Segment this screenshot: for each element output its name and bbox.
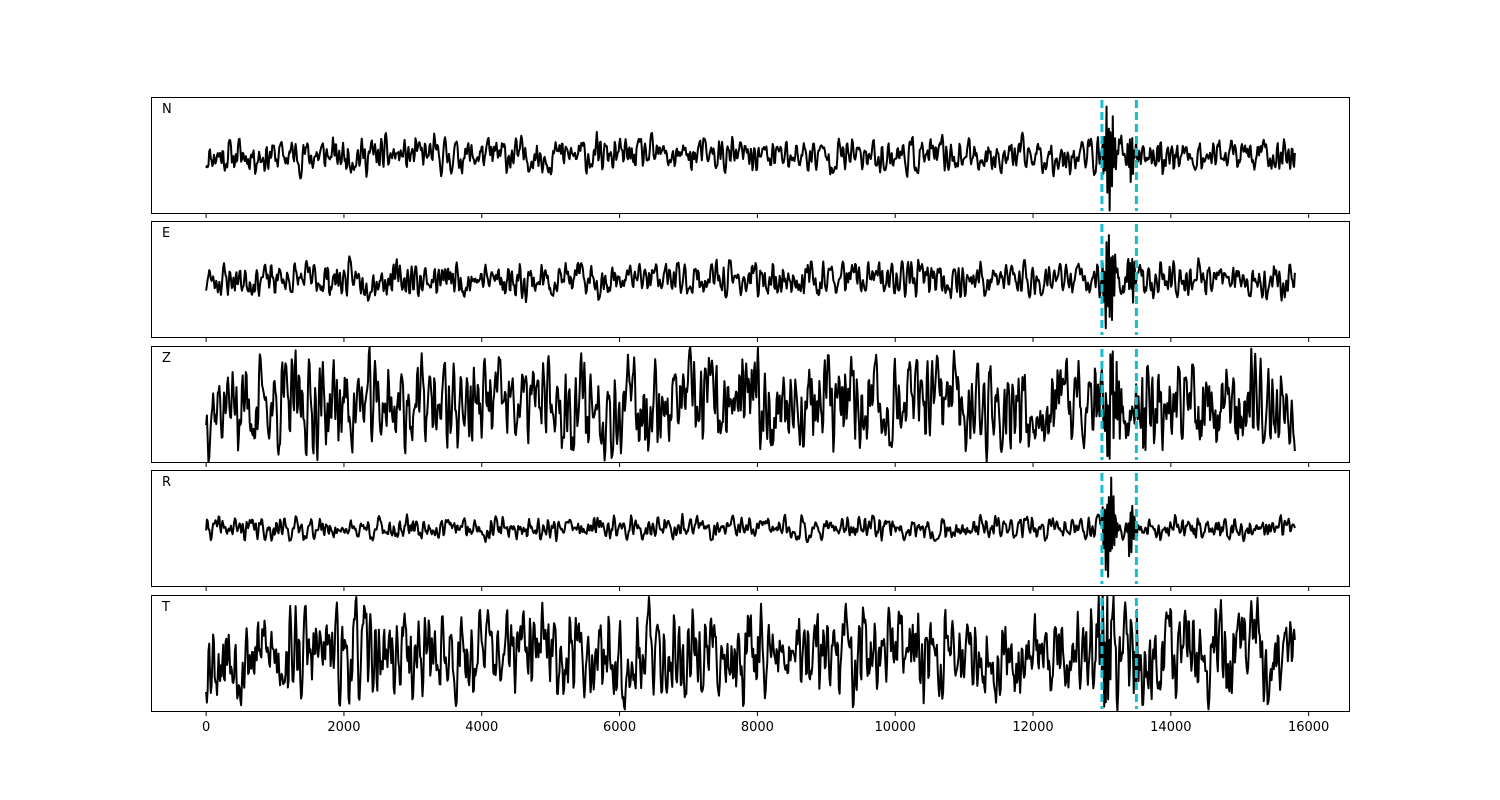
x-tick-label: 16000	[1288, 720, 1329, 735]
trace-line-t	[205, 595, 1296, 712]
axes-frame	[151, 346, 1350, 463]
axes-frame	[151, 221, 1350, 338]
x-tick-label: 6000	[603, 720, 636, 735]
panel-z: Z	[151, 346, 1350, 467]
panel-label: T	[161, 600, 170, 615]
panel-r: R	[151, 470, 1350, 591]
x-tick-label: 2000	[327, 720, 360, 735]
trace-line-z	[205, 346, 1296, 463]
x-tick-label: 8000	[741, 720, 774, 735]
x-tick-label: 10000	[875, 720, 916, 735]
trace-line-r	[205, 476, 1296, 578]
trace-line-n	[205, 105, 1296, 212]
x-tick-label: 0	[202, 720, 210, 735]
panel-e: E	[151, 221, 1350, 342]
panel-label: R	[162, 475, 171, 490]
axes-frame	[151, 470, 1350, 587]
panel-n: N	[151, 97, 1350, 218]
x-tick-label: 12000	[1012, 720, 1053, 735]
axes-frame	[151, 97, 1350, 214]
x-tick-label: 14000	[1150, 720, 1191, 735]
panel-t: T 0 2000 4000 6000 8000 10000 12000 14000 16000	[151, 595, 1350, 735]
trace-line-e	[205, 234, 1296, 330]
x-tick-label: 4000	[465, 720, 498, 735]
panel-label: E	[162, 226, 170, 241]
axes-frame	[151, 595, 1350, 712]
panel-label: Z	[162, 351, 171, 366]
panel-label: N	[162, 102, 172, 117]
